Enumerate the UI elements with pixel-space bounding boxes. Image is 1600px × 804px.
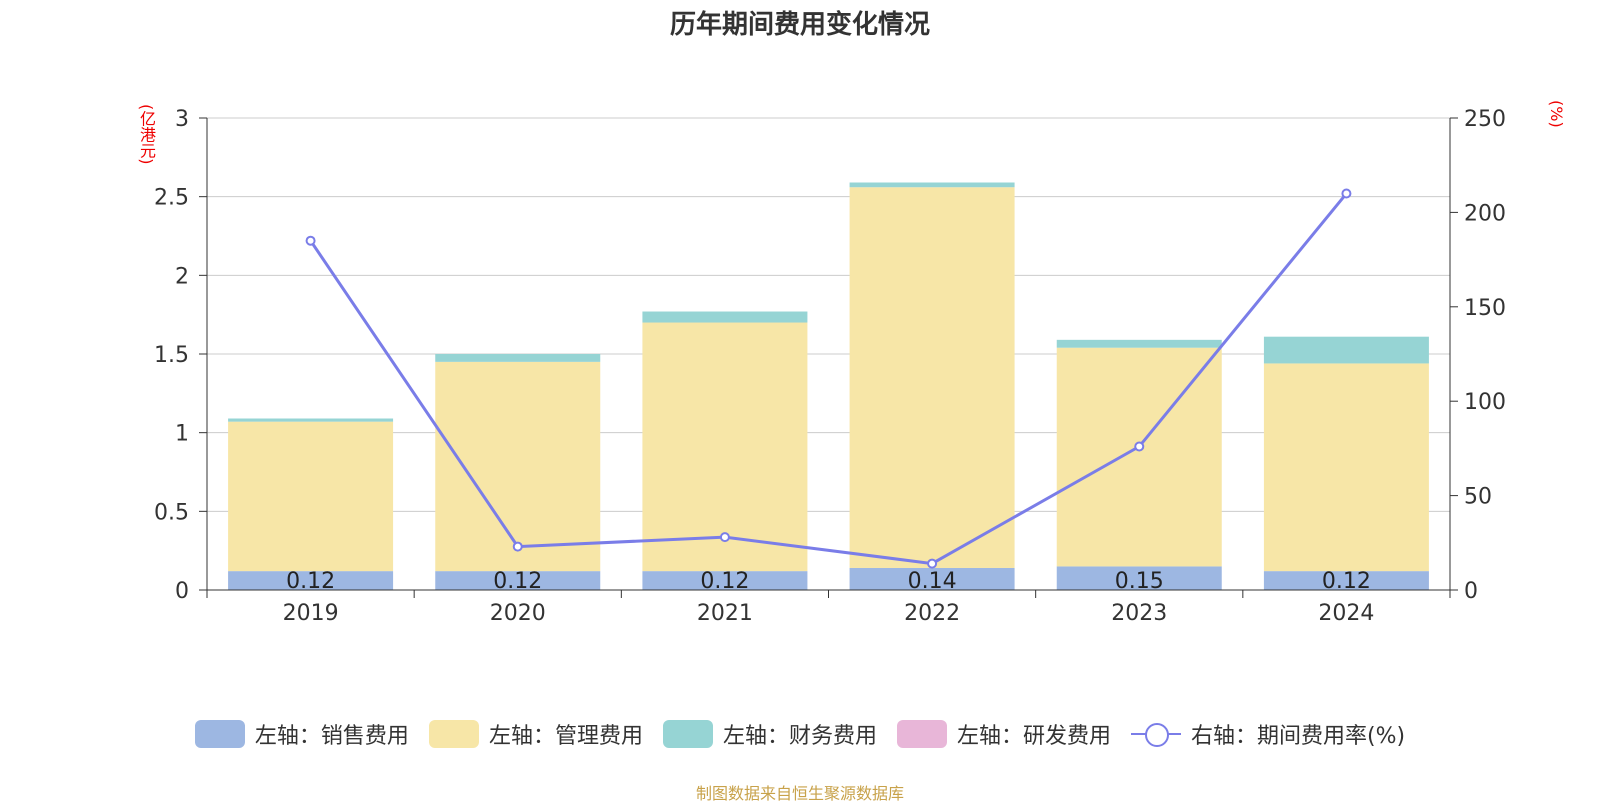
bar-segment-1-2023 (1056, 347, 1222, 567)
bar-segment-1-2021 (642, 322, 808, 572)
legend-swatch-admin (428, 720, 479, 748)
legend-swatch-finance (662, 720, 713, 748)
bar-segment-0-2023 (1056, 566, 1222, 590)
bar-segment-1-2024 (1263, 363, 1429, 572)
bar-segment-2-2020 (435, 354, 601, 362)
x-tick-label: 2020 (490, 601, 546, 626)
legend-line-rate-icon (1130, 720, 1181, 748)
rate-point-2023 (1134, 441, 1145, 452)
source-footer: 制图数据来自恒生聚源数据库 (695, 784, 904, 803)
right-tick-label: 250 (1464, 107, 1506, 132)
right-tick-label: 200 (1464, 201, 1506, 226)
legend-item-finance[interactable]: 左轴：财务费用 (662, 718, 877, 750)
left-axis-label: (亿港元) (137, 104, 156, 165)
legend-item-rd[interactable]: 左轴：研发费用 (896, 718, 1111, 750)
rate-line (309, 192, 1348, 566)
bar-segment-0-2021 (642, 571, 808, 590)
legend-item-admin[interactable]: 左轴：管理费用 (428, 718, 643, 750)
bar-segment-0-2022 (849, 567, 1015, 590)
bar-segment-2-2021 (642, 311, 808, 323)
bar-segment-0-2020 (435, 571, 601, 590)
rate-point-2021 (719, 532, 730, 543)
legend-label-rd: 左轴：研发费用 (956, 724, 1111, 749)
left-tick-label: 0 (175, 579, 189, 604)
bar-segment-1-2022 (849, 187, 1015, 568)
right-tick-label: 100 (1464, 390, 1506, 415)
right-tick-label: 0 (1464, 579, 1478, 604)
legend-label-admin: 左轴：管理费用 (488, 724, 643, 749)
right-axis-label: (%) (1547, 100, 1566, 128)
rate-point-2024 (1341, 188, 1352, 199)
chart-title: 历年期间费用变化情况 (669, 10, 930, 40)
legend-swatch-sales (194, 720, 245, 748)
bar-segment-0-2019 (228, 571, 394, 590)
rate-point-2022 (927, 558, 938, 569)
right-tick-label: 50 (1464, 485, 1492, 510)
x-tick-label: 2019 (283, 601, 339, 626)
left-tick-label: 0.5 (154, 500, 189, 525)
legend-label-rate: 右轴：期间费用率(%) (1190, 724, 1406, 749)
left-tick-label: 2.5 (154, 186, 189, 211)
legend-swatch-rd (896, 720, 947, 748)
x-tick-label: 2024 (1318, 601, 1374, 626)
legend-label-sales: 左轴：销售费用 (254, 724, 409, 749)
bar-segment-2-2022 (849, 182, 1015, 188)
bar-segment-1-2020 (435, 361, 601, 572)
x-tick-label: 2021 (697, 601, 753, 626)
legend-label-finance: 左轴：财务费用 (722, 724, 877, 749)
bar-segment-2-2019 (228, 418, 394, 422)
rate-point-2019 (305, 235, 316, 246)
left-tick-label: 3 (175, 107, 189, 132)
left-tick-label: 1.5 (154, 343, 189, 368)
legend: 左轴：销售费用 左轴：管理费用 左轴：财务费用 左轴：研发费用 右轴：期间费用率… (0, 718, 1600, 750)
left-tick-label: 2 (175, 264, 189, 289)
bar-segment-0-2024 (1263, 571, 1429, 590)
x-tick-label: 2022 (904, 601, 960, 626)
left-tick-label: 1 (175, 422, 189, 447)
legend-item-sales[interactable]: 左轴：销售费用 (194, 718, 409, 750)
right-tick-label: 150 (1464, 296, 1506, 321)
bar-segment-1-2019 (228, 421, 394, 572)
bar-segment-2-2023 (1056, 339, 1222, 348)
bar-segment-2-2024 (1263, 336, 1429, 364)
legend-item-rate[interactable]: 右轴：期间费用率(%) (1130, 718, 1406, 750)
rate-point-2020 (512, 541, 523, 552)
x-tick-label: 2023 (1111, 601, 1167, 626)
